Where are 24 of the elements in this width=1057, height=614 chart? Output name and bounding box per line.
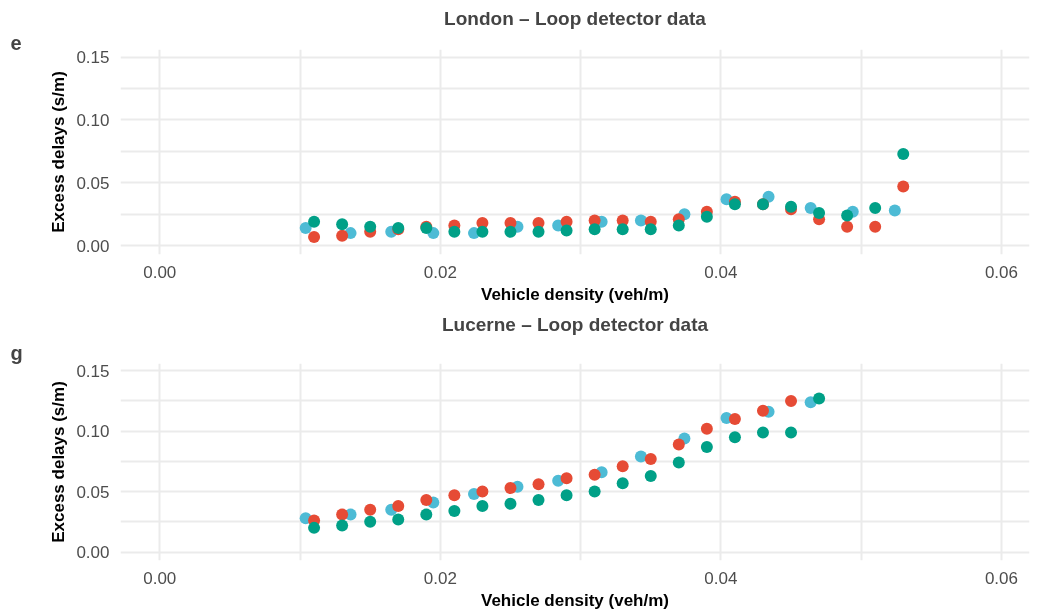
x-tick-label: 0.02 [423,568,457,588]
y-axis-title: Excess delays (s/m) [49,381,69,543]
x-axis-title: Vehicle density (veh/m) [480,284,670,304]
text: g [10,341,23,364]
y-tick-label: 0.15 [76,48,110,68]
x-tick-label: 0.00 [143,262,177,282]
y-tick-label: 0.00 [76,543,110,563]
x-tick-label: 0.06 [984,262,1018,282]
x-tick-label: 0.04 [704,262,738,282]
x-tick-label: 0.02 [423,262,457,282]
x-tick-label: 0.04 [704,568,738,588]
x-tick-label: 0.06 [984,568,1018,588]
y-tick-label: 0.10 [76,110,110,130]
y-tick-label: 0.15 [76,361,110,381]
y-axis-title: Excess delays (s/m) [49,71,69,233]
y-tick-label: 0.05 [76,482,110,502]
chart-title: London – Loop detector data [444,7,707,29]
y-tick-label: 0.05 [76,173,110,193]
x-axis-title: Vehicle density (veh/m) [480,590,670,610]
y-tick-label: 0.10 [76,422,110,442]
text: e [10,31,22,54]
chart-title: Lucerne – Loop detector data [441,313,709,335]
y-tick-label: 0.00 [76,236,110,256]
x-tick-label: 0.00 [143,568,177,588]
